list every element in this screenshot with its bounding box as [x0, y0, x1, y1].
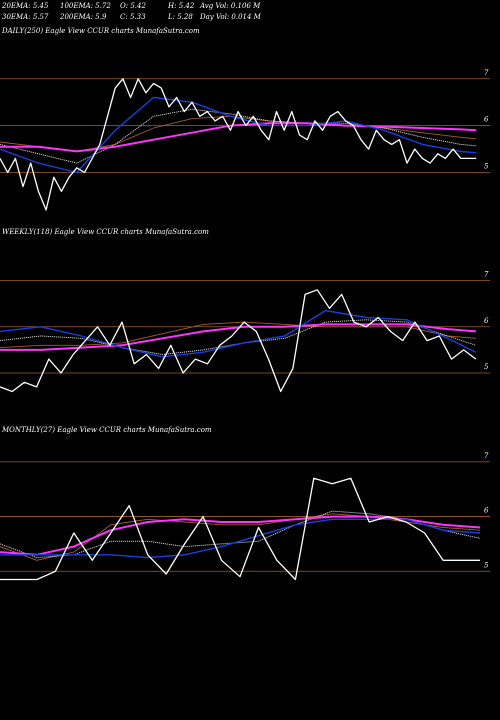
price-series-line — [0, 289, 477, 393]
y-tick-label: 6 — [484, 317, 489, 325]
daily-panel-title: DAILY(250) Eagle View CCUR charts Munafa… — [1, 27, 200, 35]
ema-fast-series-line — [0, 518, 481, 559]
header-close: C: 5.33 — [120, 13, 146, 21]
ema-slow-series-line — [0, 323, 476, 351]
ema-fast-series-line — [0, 309, 477, 358]
y-tick-label: 5 — [484, 363, 489, 371]
monthly-panel-title: MONTHLY(27) Eagle View CCUR charts Munaf… — [1, 426, 212, 434]
monthly-marks: 7 6 5 — [0, 452, 490, 581]
header-avg-vol: Avg Vol: 0.106 M — [199, 2, 261, 10]
header-ema20: 20EMA: 5.45 — [1, 2, 49, 10]
y-tick-label: 7 — [484, 69, 489, 77]
monthly-panel: MONTHLY(27) Eagle View CCUR charts Munaf… — [0, 426, 490, 581]
y-tick-label: 6 — [484, 116, 489, 124]
header-high: H: 5.42 — [167, 2, 195, 10]
daily-marks: 7 6 5 — [0, 69, 490, 211]
daily-panel: DAILY(250) Eagle View CCUR charts Munafa… — [0, 27, 490, 211]
weekly-panel: WEEKLY(118) Eagle View CCUR charts Munaf… — [0, 228, 490, 393]
header-stats: 20EMA: 5.45 100EMA: 5.72 O: 5.42 H: 5.42… — [1, 2, 262, 21]
header-ema30: 30EMA: 5.57 — [2, 13, 49, 21]
ema-slow-series-line — [0, 122, 477, 153]
ema-mid-series-line — [0, 108, 477, 164]
ema-mid-series-line — [0, 510, 481, 559]
header-ema100: 100EMA: 5.72 — [60, 2, 111, 10]
y-tick-label: 5 — [484, 163, 489, 171]
y-tick-label: 7 — [484, 271, 489, 279]
header-low: L: 5.28 — [167, 13, 193, 21]
header-day-vol: Day Vol: 0.014 M — [199, 13, 262, 21]
header-open: O: 5.42 — [120, 2, 146, 10]
y-tick-label: 7 — [484, 452, 489, 460]
header-ema200: 200EMA: 5.9 — [59, 13, 107, 21]
weekly-marks: 7 6 5 — [0, 271, 490, 393]
ema-brown-series-line — [0, 513, 481, 561]
weekly-panel-title: WEEKLY(118) Eagle View CCUR charts Munaf… — [2, 228, 209, 236]
price-series-line — [0, 477, 480, 581]
y-tick-label: 6 — [484, 507, 489, 515]
price-series-line — [0, 78, 477, 211]
y-tick-label: 5 — [484, 561, 489, 569]
